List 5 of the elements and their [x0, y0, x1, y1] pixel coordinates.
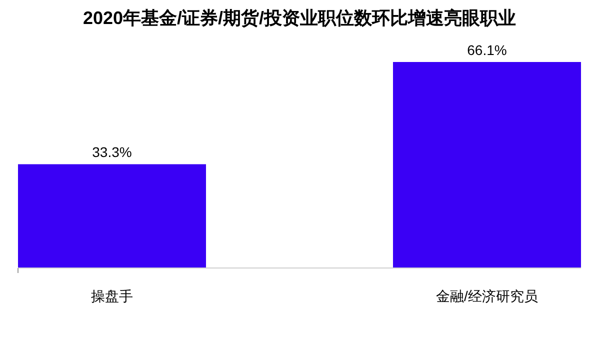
x-tick-label: 操盘手 [91, 288, 133, 304]
chart-title: 2020年基金/证券/期货/投资业职位数环比增速亮眼职业 [82, 8, 516, 28]
data-label: 66.1% [467, 42, 507, 58]
data-label: 33.3% [92, 144, 132, 160]
x-tick-label: 金融/经济研究员 [436, 288, 538, 304]
